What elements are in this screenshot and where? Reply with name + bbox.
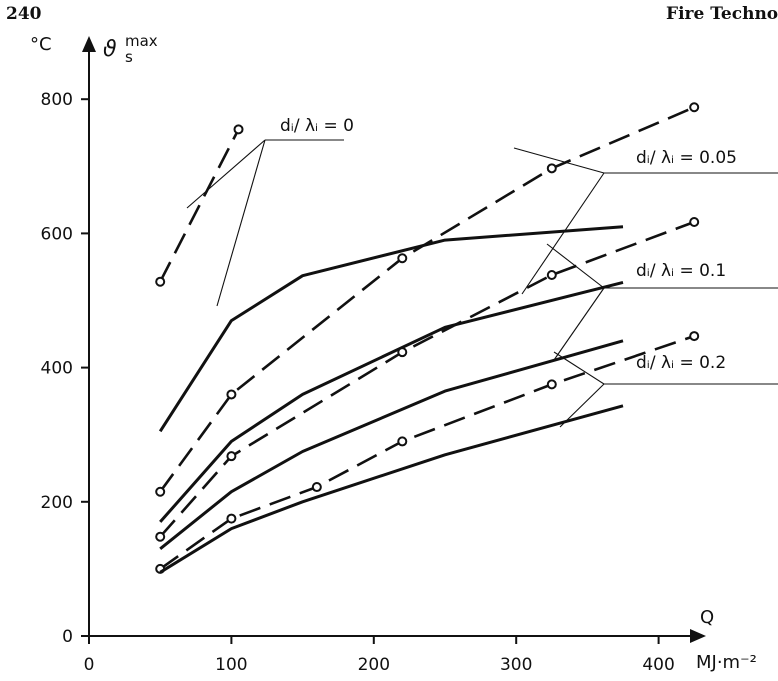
curve-label-0.2: dᵢ/ λᵢ = 0.2 — [636, 353, 726, 373]
x-unit-label: MJ·m⁻² — [696, 652, 757, 673]
x-tick-label: 300 — [500, 655, 532, 675]
running-head: Fire Techno — [666, 4, 778, 24]
data-point — [155, 486, 166, 497]
axes — [82, 36, 706, 643]
data-point — [397, 436, 408, 447]
y-tick-label: 400 — [41, 359, 73, 379]
x-tick-label: 200 — [358, 655, 390, 675]
x-axis-label: Q — [700, 607, 714, 628]
y-unit-label: °C — [30, 34, 52, 55]
label-leader-lines — [186, 139, 778, 428]
series-layer — [155, 102, 700, 574]
data-point — [311, 482, 322, 493]
x-tick-label: 100 — [215, 655, 247, 675]
data-point — [226, 389, 237, 400]
leader-line — [553, 287, 605, 361]
page-header: 240 Fire Techno — [0, 0, 778, 28]
leader-line — [521, 172, 605, 295]
leader-line — [216, 139, 266, 307]
data-point — [546, 379, 557, 390]
curve-label-0.05: dᵢ/ λᵢ = 0.05 — [636, 148, 737, 168]
series-line-3 — [159, 280, 624, 523]
data-point — [397, 253, 408, 264]
data-point — [155, 276, 166, 287]
page-number: 240 — [6, 4, 42, 24]
data-point — [155, 531, 166, 542]
curve-label-0: dᵢ/ λᵢ = 0 — [280, 116, 354, 136]
data-point — [546, 270, 557, 281]
y-axis-label-sup: max — [125, 32, 158, 50]
y-axis-arrowhead — [82, 36, 96, 52]
series-line-1 — [158, 225, 624, 433]
ticks: 0 100 200 300 400 0 200 400 600 800 — [41, 90, 675, 675]
x-axis-arrowhead — [690, 629, 706, 643]
y-tick-label: 600 — [41, 224, 73, 244]
leader-line — [513, 147, 605, 174]
y-tick-label: 0 — [62, 627, 73, 647]
series-line-6 — [159, 334, 695, 570]
leader-line — [186, 139, 266, 209]
data-point — [689, 102, 700, 113]
series-line-0 — [159, 128, 240, 283]
data-point — [226, 513, 237, 524]
data-point — [397, 347, 408, 358]
x-tick-label: 400 — [642, 655, 674, 675]
curve-label-0.1: dᵢ/ λᵢ = 0.1 — [636, 261, 726, 281]
y-axis-symbol: ϑ — [103, 37, 117, 62]
x-tick-label: 0 — [84, 655, 95, 675]
y-tick-label: 200 — [41, 493, 73, 513]
series-line-7 — [159, 404, 624, 574]
data-point — [233, 124, 244, 135]
series-line-5 — [159, 339, 624, 550]
series-line-4 — [159, 220, 695, 538]
data-point — [689, 216, 700, 227]
data-point — [226, 451, 237, 462]
data-point — [546, 163, 557, 174]
y-axis-label-sub: s — [125, 48, 133, 66]
y-tick-label: 800 — [41, 90, 73, 110]
y-axis-label: ϑ — [103, 37, 117, 62]
data-point — [689, 331, 700, 342]
labels: °C ϑ max s Q MJ·m⁻² dᵢ/ λᵢ = 0 dᵢ/ λᵢ = … — [30, 32, 757, 673]
